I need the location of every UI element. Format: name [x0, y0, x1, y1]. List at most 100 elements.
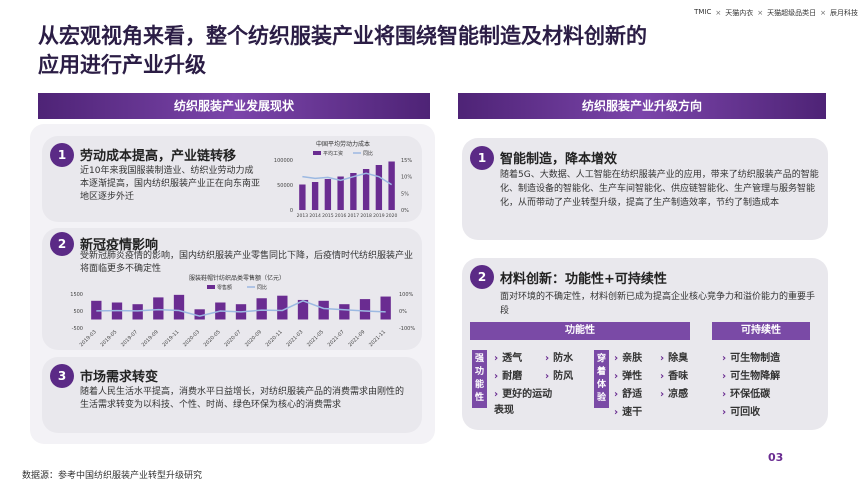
- bar: [132, 304, 143, 320]
- item: 耐磨: [494, 369, 522, 385]
- source-note: 数据源：参考中国纺织服装产业转型升级研究: [22, 471, 203, 481]
- slide-title: 从宏观视角来看，整个纺织服装产业将围绕智能制造及材料创新的应用进行产业升级: [38, 24, 647, 77]
- item: 防风: [545, 369, 573, 385]
- logo: 辰月科技: [820, 8, 858, 18]
- x-tick-label: 2019-05: [99, 329, 118, 348]
- bar: [359, 299, 371, 320]
- y2-tick-label: 0%: [401, 208, 409, 214]
- x-tick-label: 2020-09: [244, 329, 263, 348]
- item: 更好的运动表现: [494, 387, 556, 419]
- card-number: 3: [50, 364, 74, 388]
- section-heading: 纺织服装产业升级方向: [458, 93, 826, 119]
- logo: 天猫超级品类日: [757, 8, 816, 18]
- x-tick-label: 2017: [348, 213, 360, 219]
- item: 可生物制造: [722, 351, 780, 367]
- group-label: 强功能性: [472, 350, 487, 408]
- card-title: 劳动成本提高，产业链转移: [80, 149, 237, 164]
- legend-label: 零售额: [217, 284, 232, 291]
- card-title: 市场需求转变: [80, 370, 159, 385]
- line: [96, 299, 386, 317]
- logo: TMIC: [694, 8, 712, 16]
- chart-title: 中国平均劳动力成本: [316, 140, 370, 148]
- bar: [380, 296, 391, 320]
- item: 香味: [660, 369, 688, 385]
- item: 可生物降解: [722, 369, 780, 385]
- bar: [297, 299, 309, 320]
- x-tick-label: 2018: [360, 213, 372, 219]
- logos: TMIC天猫内衣天猫超级品类日辰月科技: [694, 8, 858, 18]
- item: 速干: [614, 405, 642, 421]
- item: 透气: [494, 351, 522, 367]
- card-number: 2: [50, 232, 74, 256]
- legend-label: 平均工资: [323, 150, 343, 157]
- bar: [173, 294, 185, 320]
- item: 亲肤: [614, 351, 642, 367]
- y2-tick-label: 0%: [399, 309, 407, 315]
- card-number: 1: [50, 143, 74, 167]
- x-tick-label: 2019-07: [120, 329, 139, 348]
- card-text: 近10年来我国服装制造业、纺织业劳动力成本逐渐提高，国内纺织服装产业正在向东南亚…: [80, 166, 261, 202]
- card-text: 受新冠肺炎疫情的影响，国内纺织服装产业零售同比下降，后疫情时代纺织服装产业将面临…: [80, 251, 414, 274]
- bar: [153, 297, 164, 320]
- x-tick-label: 2021-07: [327, 329, 346, 348]
- item: 凉感: [660, 387, 688, 403]
- sub-heading: 功能性: [470, 322, 690, 340]
- page-number: 03: [768, 451, 784, 464]
- x-tick-label: 2020-05: [203, 329, 222, 348]
- x-tick-label: 2019-09: [141, 329, 160, 348]
- bar: [299, 184, 306, 210]
- x-tick-label: 2019-11: [161, 329, 180, 348]
- x-tick-label: 2013: [297, 213, 309, 219]
- bar: [337, 176, 344, 210]
- y-tick-label: 0: [290, 208, 293, 214]
- x-tick-label: 2015: [322, 213, 334, 219]
- chart: 服装鞋帽针纺织品类零售额（亿元） 零售额 同比 -500 500 1500 -100% 0% 1…: [70, 274, 415, 348]
- y-tick-label: 50000: [277, 183, 293, 189]
- line: [302, 172, 393, 186]
- card-text: 随着人民生活水平提高，消费水平日益增长，对纺织服装产品的消费需求由刚性的生活需求…: [80, 387, 405, 410]
- y2-tick-label: 10%: [401, 175, 412, 181]
- card-number: 1: [470, 146, 494, 170]
- bar: [277, 295, 288, 320]
- legend-swatch: [207, 285, 215, 289]
- x-tick-label: 2014: [309, 213, 321, 219]
- x-tick-label: 2020-03: [182, 329, 201, 348]
- bar: [350, 173, 357, 210]
- y2-tick-label: 15%: [401, 158, 412, 164]
- section-heading: 纺织服装产业发展现状: [38, 93, 430, 119]
- bar: [318, 300, 329, 320]
- item: 可回收: [722, 405, 760, 421]
- card: [462, 138, 828, 240]
- group-label: 穿着体验: [594, 350, 609, 408]
- x-tick-label: 2021-03: [285, 329, 304, 348]
- y2-tick-label: 5%: [401, 191, 409, 197]
- bar: [388, 161, 395, 210]
- item: 弹性: [614, 369, 642, 385]
- item: 舒适: [614, 387, 642, 403]
- x-tick-label: 2016: [335, 213, 347, 219]
- card-number: 2: [470, 265, 494, 289]
- bar: [375, 165, 383, 210]
- card: [42, 228, 422, 350]
- bar: [256, 298, 267, 320]
- bar: [362, 169, 370, 210]
- x-tick-label: 2019: [373, 213, 385, 219]
- bar: [311, 182, 319, 210]
- x-tick-label: 2021-09: [347, 329, 366, 348]
- x-tick-label: 2021-11: [368, 329, 387, 348]
- card-text: 随着5G、大数据、人工智能在纺织服装产业的应用，带来了纺织服装产品的智能化、制造…: [500, 170, 819, 208]
- x-tick-label: 2020: [386, 213, 398, 219]
- x-tick-label: 2020-07: [223, 329, 242, 348]
- bar: [194, 309, 205, 320]
- legend-label: 同比: [257, 284, 267, 291]
- card-title: 材料创新：功能性+可持续性: [500, 272, 667, 287]
- card: [42, 136, 422, 222]
- sub-heading: 可持续性: [712, 322, 810, 340]
- item: 环保低碳: [722, 387, 770, 403]
- y2-tick-label: 100%: [399, 292, 414, 298]
- card-title: 新冠疫情影响: [80, 238, 159, 253]
- card: [42, 357, 422, 433]
- bar: [324, 179, 332, 210]
- y-tick-label: 1500: [70, 292, 83, 298]
